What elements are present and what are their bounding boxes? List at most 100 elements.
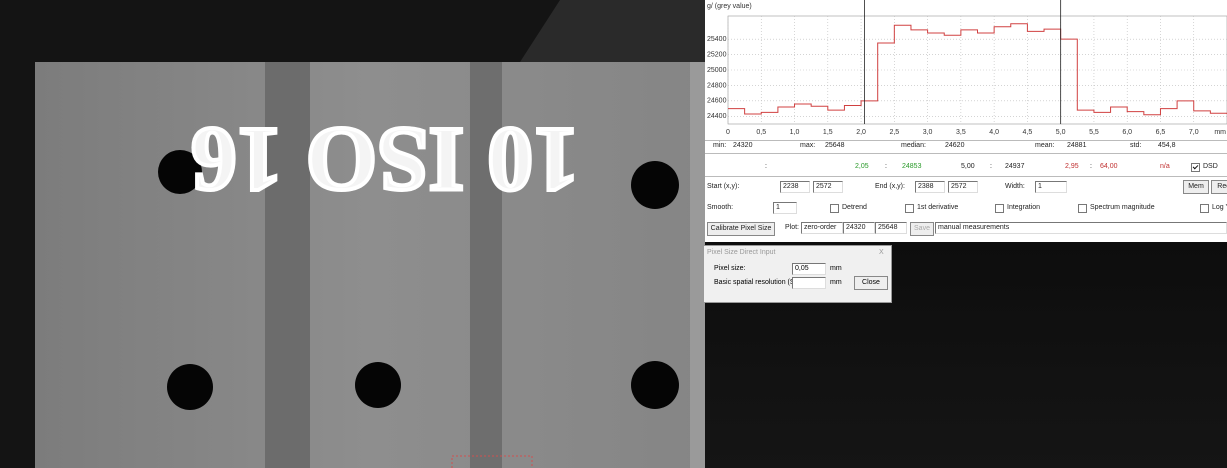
unit: mm xyxy=(830,279,842,286)
checkbox[interactable] xyxy=(1200,204,1209,213)
profile-chart: g/ (grey value) 24400 24600 24800 25000 2520… xyxy=(707,0,1227,136)
input[interactable]: 2572 xyxy=(813,181,843,193)
button[interactable]: Mem xyxy=(1183,180,1209,194)
field-label: Smooth: xyxy=(707,204,734,211)
checkbox-label: Detrend xyxy=(842,204,867,211)
stat-label: max: xyxy=(800,142,816,149)
hole xyxy=(631,361,679,409)
y-axis-label: g/ (grey value) xyxy=(707,3,752,10)
y-tick-label: 24400 xyxy=(707,113,727,120)
field-label: End (x,y): xyxy=(875,183,905,190)
x-tick-label: 1,0 xyxy=(790,129,800,136)
hole xyxy=(355,362,401,408)
x-tick-label: 3,5 xyxy=(956,129,966,136)
x-unit: mm xyxy=(1214,129,1226,136)
cursor-difference: 64,00 xyxy=(1100,163,1118,170)
cursor-ratio: n/a xyxy=(1160,163,1170,170)
cursor-sep: : xyxy=(765,163,767,170)
image-shape xyxy=(520,0,705,65)
input[interactable]: 25648 xyxy=(875,222,907,234)
input[interactable]: 2238 xyxy=(780,181,810,193)
checkbox[interactable] xyxy=(1078,204,1087,213)
cursor-distance: 2,95 xyxy=(1065,163,1079,170)
checkbox-label: Log Y xyxy=(1212,204,1227,211)
cursor-sep: : xyxy=(1090,163,1092,170)
xray-image: 10 ISO 16 xyxy=(35,0,705,468)
measure-marker xyxy=(451,455,533,468)
cursor-position: 5,00 xyxy=(961,163,975,170)
plate-text: 10 ISO 16 xyxy=(191,109,580,211)
field-label: Basic spatial resolution (SRb): xyxy=(714,279,808,286)
stat-value: 25648 xyxy=(825,142,845,149)
dialog: Pixel Size Direct Input X Pixel size: 0,… xyxy=(703,245,892,303)
y-tick-label: 24800 xyxy=(707,82,727,89)
button[interactable]: Recall xyxy=(1211,180,1227,194)
separator xyxy=(705,176,1227,177)
checkbox[interactable] xyxy=(995,204,1004,213)
separator xyxy=(705,140,1227,141)
stat-value: 24320 xyxy=(733,142,753,149)
hole xyxy=(158,150,202,194)
field-label: Width: xyxy=(1005,183,1025,190)
input[interactable]: 1 xyxy=(773,202,797,214)
hole xyxy=(631,161,679,209)
plate-edge xyxy=(690,62,705,468)
y-tick-label: 25400 xyxy=(707,36,727,43)
cursor-value: 24937 xyxy=(1005,163,1025,170)
x-tick-label: 4,5 xyxy=(1023,129,1033,136)
checkbox-label: Spectrum magnitude xyxy=(1090,204,1155,211)
stat-label: median: xyxy=(901,142,926,149)
x-tick-label: 2,0 xyxy=(856,129,866,136)
x-tick-label: 6,0 xyxy=(1122,129,1132,136)
y-tick-label: 24600 xyxy=(707,98,727,105)
plate-stripe xyxy=(470,62,502,468)
x-tick-label: 4,0 xyxy=(989,129,999,136)
select[interactable]: zero-order xyxy=(801,222,843,234)
checkbox[interactable] xyxy=(830,204,839,213)
cursor-value: 24853 xyxy=(902,163,922,170)
button[interactable]: Calibrate Pixel Size xyxy=(707,222,775,236)
input[interactable] xyxy=(792,277,826,289)
x-tick-label: 5,5 xyxy=(1089,129,1099,136)
input[interactable]: 1 xyxy=(1035,181,1067,193)
profile-line xyxy=(728,23,1227,116)
stat-value: 454,8 xyxy=(1158,142,1176,149)
separator xyxy=(705,153,1227,154)
input[interactable]: 2572 xyxy=(948,181,978,193)
x-tick-label: 3,0 xyxy=(923,129,933,136)
checkbox-label: DSD xyxy=(1203,163,1218,170)
field-label: Start (x,y): xyxy=(707,183,740,190)
profile-window: g/ (grey value) 24400 24600 24800 25000 2520… xyxy=(705,0,1227,242)
stat-label: min: xyxy=(713,142,727,149)
x-tick-label: 0 xyxy=(726,129,730,136)
plate-stripe xyxy=(265,62,310,468)
x-tick-label: 7,0 xyxy=(1189,129,1199,136)
button[interactable]: Close xyxy=(854,276,888,290)
field-label: Plot: xyxy=(785,224,800,231)
cursor-position: 2,05 xyxy=(855,163,869,170)
y-tick-label: 25000 xyxy=(707,67,727,74)
x-tick-label: 2,5 xyxy=(889,129,899,136)
stat-value: 24881 xyxy=(1067,142,1087,149)
checkbox[interactable] xyxy=(905,204,914,213)
input[interactable]: 0,05 xyxy=(792,263,826,275)
stat-value: 24620 xyxy=(945,142,965,149)
x-tick-label: 6,5 xyxy=(1156,129,1166,136)
cursor-sep: : xyxy=(885,163,887,170)
checkbox-label: Integration xyxy=(1007,204,1041,211)
checkbox[interactable] xyxy=(1191,163,1200,172)
input[interactable]: 24320 xyxy=(843,222,875,234)
select[interactable]: manual measurements xyxy=(935,222,1227,234)
close-icon[interactable]: X xyxy=(879,249,884,256)
input[interactable]: 2388 xyxy=(915,181,945,193)
button[interactable]: Save xyxy=(910,222,934,236)
hole xyxy=(167,364,213,410)
dialog-title: Pixel Size Direct Input xyxy=(707,249,776,256)
unit: mm xyxy=(830,265,842,272)
checkbox-label: 1st derivative xyxy=(917,204,959,211)
x-tick-label: 1,5 xyxy=(823,129,833,136)
x-tick-label: 0,5 xyxy=(756,129,766,136)
stat-label: mean: xyxy=(1035,142,1055,149)
y-tick-label: 25200 xyxy=(707,51,727,58)
